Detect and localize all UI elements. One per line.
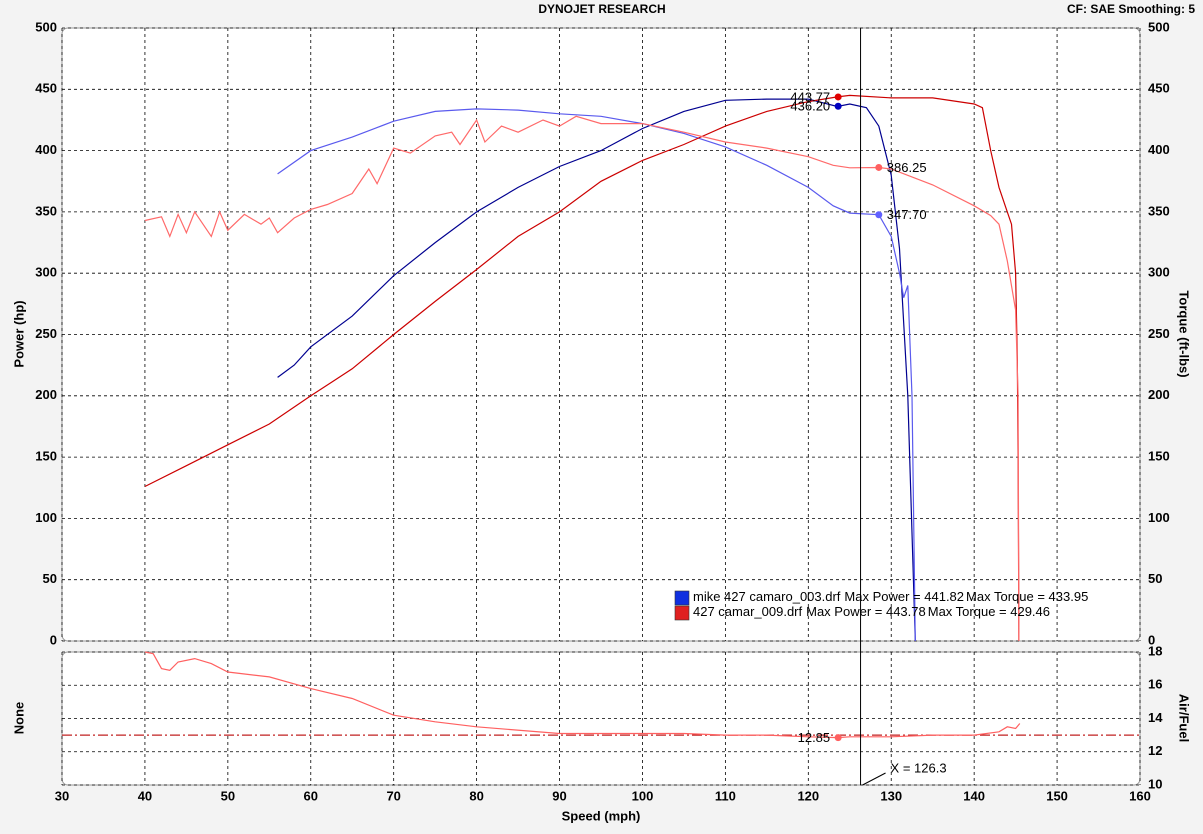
y-tick-label: 200: [35, 387, 57, 402]
legend-run-name: mike 427 camaro_003.drf: [693, 589, 841, 604]
series-line: [144, 94, 1020, 642]
y-tick-label: 250: [35, 326, 57, 341]
y2-axis-label: Torque (ft-lbs): [1177, 290, 1192, 377]
x-tick-label: 160: [1129, 788, 1151, 803]
series-line: [144, 115, 1020, 642]
peak-label: 436.20: [790, 99, 830, 114]
y2-tick-label: 350: [1148, 203, 1170, 218]
afr-y-axis-label: None: [11, 702, 26, 735]
peak-label: 12.85: [798, 730, 831, 745]
x-tick-label: 60: [304, 788, 318, 803]
series-line: [144, 651, 1021, 739]
y-tick-label: 0: [50, 632, 57, 647]
peak-marker: [875, 163, 883, 171]
peak-marker: [875, 211, 883, 219]
x-tick-label: 50: [221, 788, 235, 803]
peak-label: 386.25: [887, 160, 927, 175]
legend-max-power: Max Power = 441.82: [844, 589, 964, 604]
legend-max-power: Max Power = 443.78: [806, 604, 926, 619]
y-tick-label: 100: [35, 510, 57, 525]
y2-tick-label: 16: [1148, 677, 1162, 692]
y-tick-label: 350: [35, 203, 57, 218]
legend-swatch: [674, 605, 690, 621]
y2-tick-label: 450: [1148, 81, 1170, 96]
afr-y2-axis-label: Air/Fuel: [1177, 694, 1192, 742]
legend-max-torque: Max Torque = 433.95: [966, 589, 1088, 604]
peak-label: 347.70: [887, 207, 927, 222]
y-tick-label: 400: [35, 142, 57, 157]
y-tick-label: 150: [35, 449, 57, 464]
y2-tick-label: 150: [1148, 449, 1170, 464]
legend-entry: 427 camar_009.drf Max Power = 443.78 Max T…: [693, 604, 1050, 619]
x-tick-label: 140: [963, 788, 985, 803]
y2-tick-label: 100: [1148, 510, 1170, 525]
peak-marker: [834, 102, 842, 110]
y-tick-label: 300: [35, 265, 57, 280]
series-line: [277, 108, 916, 642]
y-tick-label: 450: [35, 81, 57, 96]
x-tick-label: 100: [632, 788, 654, 803]
legend-swatch: [674, 590, 690, 606]
series-line: [277, 98, 916, 642]
x-tick-label: 80: [469, 788, 483, 803]
y2-tick-label: 300: [1148, 265, 1170, 280]
legend-run-name: 427 camar_009.drf: [693, 604, 803, 619]
peak-marker: [834, 734, 842, 742]
y2-tick-label: 50: [1148, 571, 1162, 586]
y2-tick-label: 14: [1148, 710, 1163, 725]
y-axis-label: Power (hp): [11, 300, 26, 367]
x-tick-label: 150: [1046, 788, 1068, 803]
y2-tick-label: 500: [1148, 19, 1170, 34]
peak-marker: [834, 93, 842, 101]
main-plot-area: [61, 27, 1141, 642]
y-tick-label: 50: [43, 571, 57, 586]
cursor-pointer: [862, 772, 886, 786]
y-tick-label: 500: [35, 19, 57, 34]
chart-title: DYNOJET RESEARCH: [538, 2, 665, 16]
y2-tick-label: 200: [1148, 387, 1170, 402]
legend-entry: mike 427 camaro_003.drf Max Power = 441.8…: [693, 589, 1088, 604]
afr-plot-area: [61, 651, 1141, 786]
x-tick-label: 110: [715, 788, 736, 803]
y2-tick-label: 250: [1148, 326, 1170, 341]
y2-tick-label: 12: [1148, 743, 1162, 758]
x-tick-label: 70: [386, 788, 400, 803]
y2-tick-label: 18: [1148, 643, 1162, 658]
x-axis-label: Speed (mph): [562, 808, 641, 823]
x-tick-label: 120: [797, 788, 819, 803]
x-tick-label: 30: [55, 788, 69, 803]
x-tick-label: 40: [138, 788, 152, 803]
x-tick-label: 130: [880, 788, 902, 803]
legend-max-torque: Max Torque = 429.46: [928, 604, 1050, 619]
y2-tick-label: 400: [1148, 142, 1170, 157]
chart-subtitle: CF: SAE Smoothing: 5: [1067, 2, 1195, 16]
peak-label: 443.77: [790, 89, 830, 104]
y2-tick-label: 10: [1148, 776, 1162, 791]
y2-tick-label: 0: [1148, 632, 1155, 647]
cursor-label: X = 126.3: [891, 760, 947, 775]
x-tick-label: 90: [552, 788, 566, 803]
